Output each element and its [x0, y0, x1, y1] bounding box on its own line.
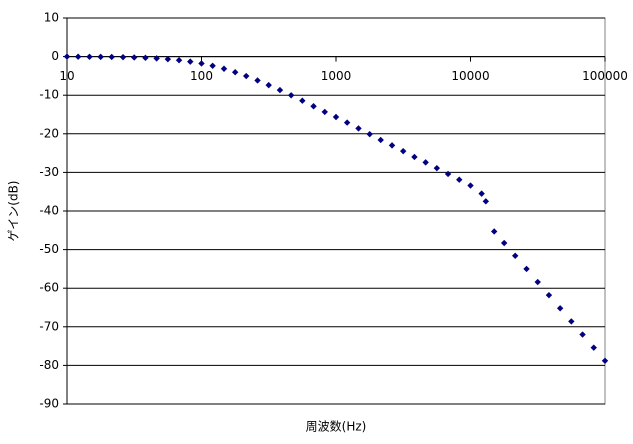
data-point [478, 190, 485, 197]
x-tick-label: 1000 [321, 69, 352, 83]
data-point [287, 92, 295, 99]
y-tick-label: 10 [44, 11, 59, 25]
data-point [299, 97, 306, 104]
data-point [422, 159, 429, 166]
y-tick-label: -80 [39, 358, 59, 372]
data-point [220, 65, 228, 72]
data-point [456, 176, 463, 183]
data-point [343, 119, 351, 126]
x-tick-label: 100000 [582, 69, 628, 83]
data-point [187, 58, 194, 65]
data-point [276, 86, 284, 94]
data-point [579, 331, 586, 338]
y-tick-label: -10 [39, 88, 59, 102]
x-tick-label: 10000 [451, 69, 489, 83]
data-point [568, 318, 575, 325]
data-point [119, 53, 127, 61]
data-point [97, 53, 104, 61]
data-point [321, 108, 328, 116]
y-axis-label: ゲイン(dB) [7, 181, 21, 242]
data-point [444, 170, 452, 178]
x-tick-label: 100 [190, 69, 213, 83]
data-point [500, 239, 508, 247]
y-tick-label: -40 [39, 204, 59, 218]
data-point [209, 62, 216, 69]
data-point [74, 53, 82, 60]
x-tick-label: 10 [59, 69, 74, 83]
data-point [231, 68, 239, 76]
data-point [601, 357, 609, 364]
data-point [265, 81, 272, 89]
data-point [512, 252, 519, 259]
data-point [366, 130, 373, 138]
data-point [175, 56, 183, 64]
data-point [153, 55, 160, 62]
data-point [534, 278, 541, 286]
y-tick-label: -30 [39, 165, 59, 179]
data-point [388, 142, 396, 149]
data-point [400, 147, 407, 155]
data-point [590, 344, 597, 351]
y-tick-label: 0 [51, 49, 59, 63]
x-axis-label: 周波数(Hz) [306, 419, 367, 434]
y-tick-label: -90 [39, 397, 59, 411]
y-tick-label: -60 [39, 281, 59, 295]
data-point [355, 125, 362, 132]
data-point [467, 182, 474, 189]
data-point [310, 103, 317, 110]
data-point [63, 53, 71, 60]
data-point [377, 136, 384, 144]
data-point [523, 265, 530, 273]
data-point [433, 164, 441, 172]
y-tick-label: -50 [39, 242, 59, 256]
data-point [142, 54, 149, 62]
data-point [545, 291, 553, 299]
data-point [131, 54, 138, 61]
y-tick-label: -20 [39, 126, 59, 140]
data-point [243, 72, 250, 80]
data-point [108, 53, 115, 61]
data-point [198, 60, 205, 67]
data-point [482, 198, 490, 205]
data-point [490, 228, 498, 235]
data-point [411, 153, 418, 161]
data-point [556, 305, 564, 312]
y-tick-label: -70 [39, 319, 59, 333]
data-point [164, 55, 172, 63]
data-point [254, 77, 261, 84]
data-point [86, 53, 93, 60]
data-point [332, 113, 340, 121]
